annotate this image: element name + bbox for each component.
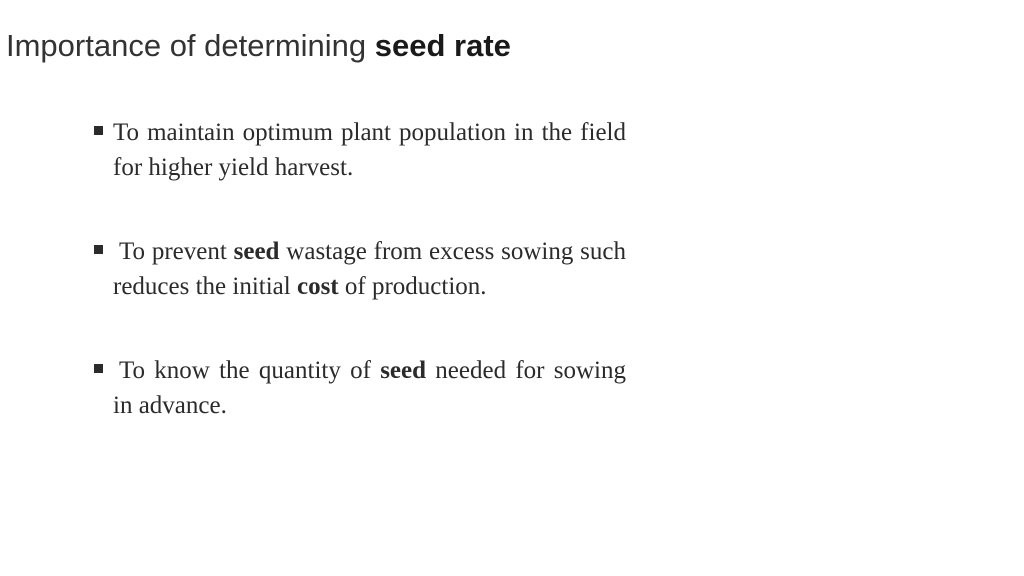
- list-item: To prevent seed wastage from excess sowi…: [94, 235, 626, 304]
- title-plain: Importance of determining: [6, 28, 375, 63]
- bullet-square-icon: [94, 364, 103, 373]
- list-item: To maintain optimum plant population in …: [94, 116, 626, 185]
- slide-title: Importance of determining seed rate: [6, 28, 1024, 64]
- slide: Importance of determining seed rate To m…: [0, 0, 1024, 576]
- text-run: To know the quantity of: [119, 357, 380, 384]
- title-bold: seed rate: [375, 28, 511, 63]
- bold-run: cost: [297, 273, 339, 300]
- bullet-text: To know the quantity of seed needed for …: [113, 354, 626, 423]
- text-run: To prevent: [119, 238, 234, 265]
- bullet-list: To maintain optimum plant population in …: [6, 116, 626, 423]
- bullet-square-icon: [94, 245, 103, 254]
- bold-run: seed: [234, 238, 280, 265]
- text-run: of production.: [339, 273, 487, 300]
- list-item: To know the quantity of seed needed for …: [94, 354, 626, 423]
- text-run: To maintain optimum plant population in …: [113, 119, 626, 181]
- bullet-square-icon: [94, 126, 103, 135]
- bullet-text: To prevent seed wastage from excess sowi…: [113, 235, 626, 304]
- bold-run: seed: [380, 357, 426, 384]
- bullet-text: To maintain optimum plant population in …: [113, 116, 626, 185]
